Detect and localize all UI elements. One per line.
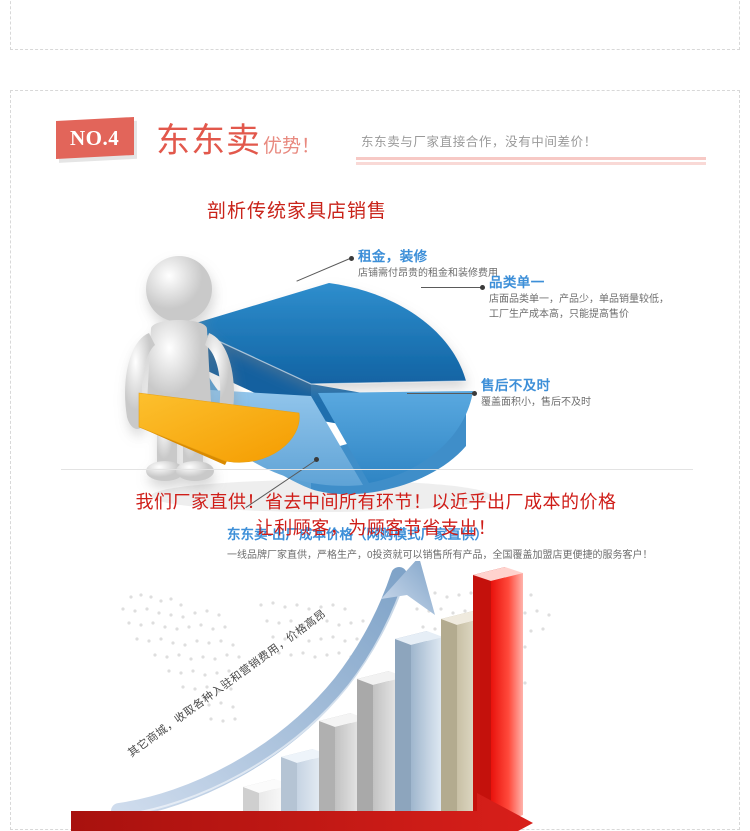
section-tagline: 东东卖与厂家直接合作，没有中间差价！ (361, 135, 597, 149)
callout-category-title: 品类单一 (489, 275, 545, 290)
pie-chart-title: 剖析传统家具店销售 (207, 201, 388, 222)
bar-chart-illustration (11, 561, 741, 831)
callout-rent: 租金，装修 店铺需付昂贵的租金和装修费用 (358, 245, 498, 282)
section-tagline-block: 东东卖与厂家直接合作，没有中间差价！ (356, 131, 706, 165)
section-divider (61, 469, 693, 470)
callout-service-title: 售后不及时 (481, 378, 551, 393)
tagline-rule-bottom (356, 162, 706, 165)
leader-dot-service (472, 391, 477, 396)
section-header: NO.4 东东卖 优势！ 东东卖与厂家直接合作，没有中间差价！ (56, 111, 706, 166)
bar-7-red (473, 567, 523, 827)
pie-chart-svg (125, 256, 491, 512)
callout-rent-sub: 店铺需付昂贵的租金和装修费用 (358, 268, 498, 279)
callout-rent-title: 租金，装修 (358, 249, 428, 264)
pie-caption: 东东卖-出厂成本价格（网购模式厂家直供） 一线品牌厂家直供，严格生产，0投资就可… (227, 523, 653, 561)
tagline-rule-top (356, 157, 706, 160)
section-title-sub: 优势！ (263, 136, 321, 157)
leader-dot-category (480, 285, 485, 290)
callout-category: 品类单一 店面品类单一，产品少，单品销量较低， 工厂生产成本高，只能提高售价 (489, 271, 669, 322)
section-number-label: NO.4 (70, 125, 120, 150)
pie-caption-sub: 一线品牌厂家直供，严格生产，0投资就可以销售所有产品，全国覆盖加盟店更便捷的服务… (227, 550, 653, 561)
promo-headline-line1: 我们厂家直供！省去中间所有环节！以近乎出厂成本的价格 (135, 492, 617, 512)
promo-headline-line2: 让利顾客，为顾客节省支出！ (255, 518, 497, 539)
promo-headline: 我们厂家直供！省去中间所有环节！以近乎出厂成本的价格 让利顾客，为顾客节省支出！ (11, 489, 741, 541)
callout-service: 售后不及时 覆盖面积小，售后不及时 (481, 374, 591, 411)
leader-dot-rent (349, 256, 354, 261)
callout-category-sub: 店面品类单一，产品少，单品销量较低， 工厂生产成本高，只能提高售价 (489, 294, 669, 320)
leader-line-category (421, 287, 481, 288)
brand-logo-panel: ifree 发誉 木匠 木匠大师 AISHN 爱尚妮 ⚲ 富家美佳 FUJIAM… (10, 0, 740, 50)
section-number-badge: NO.4 (56, 116, 134, 160)
callout-service-sub: 覆盖面积小，售后不及时 (481, 397, 591, 408)
advantage-section-panel: NO.4 东东卖 优势！ 东东卖与厂家直接合作，没有中间差价！ 剖析传统家具店销… (10, 90, 741, 831)
leader-line-service (407, 393, 473, 394)
rising-blue-arrow (111, 561, 435, 819)
pie-chart-illustration (11, 221, 741, 521)
bar-chart-svg (71, 561, 551, 831)
pie-caption-title: 东东卖-出厂成本价格（网购模式厂家直供） (227, 527, 488, 542)
page-title: 东东卖 优势！ (156, 113, 320, 162)
section-title-main: 东东卖 (156, 122, 261, 160)
bar-5 (395, 631, 443, 831)
leader-dot-caption (314, 457, 319, 462)
